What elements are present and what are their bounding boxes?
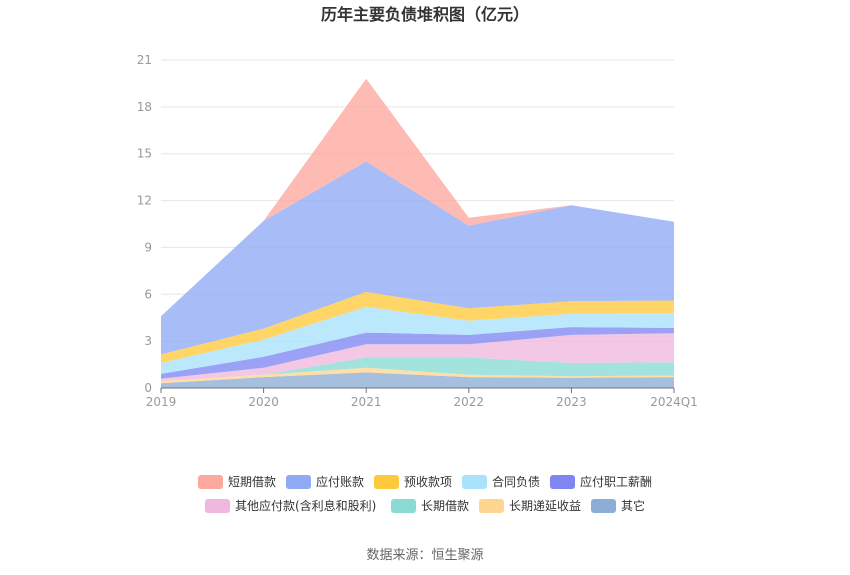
legend-swatch [591, 499, 616, 513]
axes: 0 3 6 9 12 15 18 21 2019 2020 2021 2022 2023 2024Q1 [137, 53, 698, 409]
y-tick-label: 18 [137, 100, 152, 114]
legend-item-预收款项[interactable]: 预收款项 [374, 475, 452, 489]
area-应付职工薪酬 [161, 327, 674, 379]
area-预收款项 [161, 291, 674, 363]
x-tick-label: 2022 [454, 395, 485, 409]
x-tick-label: 2024Q1 [650, 395, 698, 409]
legend-label: 其它 [621, 498, 645, 513]
legend-swatch [374, 475, 399, 489]
area-长期借款 [161, 357, 674, 381]
legend-label: 短期借款 [228, 475, 276, 489]
x-tick-label: 2019 [146, 395, 177, 409]
area-其他应付款(含利息和股利) [161, 333, 674, 381]
y-tick-label: 3 [144, 334, 152, 348]
legend-item-其它[interactable]: 其它 [591, 498, 645, 513]
y-tick-label: 21 [137, 53, 152, 67]
area-其它 [161, 372, 674, 388]
legend-item-短期借款[interactable]: 短期借款 [198, 475, 276, 489]
area-series [161, 78, 674, 388]
area-合同负债 [161, 306, 674, 374]
legend-item-其他应付款(含利息和股利)[interactable]: 其他应付款(含利息和股利) [205, 498, 376, 513]
legend-label: 预收款项 [404, 475, 452, 489]
area-长期递延收益 [161, 367, 674, 384]
source-note: 数据来源：恒生聚源 [366, 548, 483, 563]
legend-label: 长期借款 [421, 499, 469, 513]
legend-item-长期借款[interactable]: 长期借款 [391, 499, 469, 513]
x-tick-label: 2021 [351, 395, 382, 409]
x-tick-label: 2023 [556, 395, 587, 409]
legend-item-合同负债[interactable]: 合同负债 [462, 474, 540, 489]
legend-item-应付账款[interactable]: 应付账款 [286, 474, 364, 489]
legend-label: 其他应付款(含利息和股利) [235, 498, 376, 513]
legend-swatch [286, 475, 311, 489]
area-应付账款 [161, 161, 674, 355]
legend-swatch [198, 475, 223, 489]
legend-label: 应付职工薪酬 [580, 474, 652, 489]
legend-swatch [479, 499, 504, 513]
y-tick-label: 6 [144, 287, 152, 301]
x-tick-label: 2020 [248, 395, 279, 409]
legend-swatch [205, 499, 230, 513]
legend-item-应付职工薪酬[interactable]: 应付职工薪酬 [550, 474, 652, 489]
y-tick-label: 9 [144, 240, 152, 254]
legend-label: 合同负债 [492, 474, 540, 489]
legend-swatch [550, 475, 575, 489]
legend-label: 长期递延收益 [509, 499, 581, 513]
chart-title: 历年主要负债堆积图（亿元） [321, 5, 529, 24]
legend-item-长期递延收益[interactable]: 长期递延收益 [479, 499, 581, 513]
legend-swatch [391, 499, 416, 513]
legend-swatch [462, 475, 487, 489]
y-tick-label: 15 [137, 147, 152, 161]
y-tick-label: 0 [144, 381, 152, 395]
legend-label: 应付账款 [316, 474, 364, 489]
y-tick-label: 12 [137, 194, 152, 208]
